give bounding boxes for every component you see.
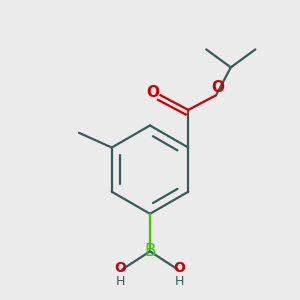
Text: O: O xyxy=(147,85,160,100)
Text: O: O xyxy=(211,80,224,94)
Text: B: B xyxy=(144,242,156,260)
Text: H: H xyxy=(116,275,125,288)
Text: O: O xyxy=(173,261,185,275)
Text: O: O xyxy=(115,261,127,275)
Text: H: H xyxy=(175,275,184,288)
